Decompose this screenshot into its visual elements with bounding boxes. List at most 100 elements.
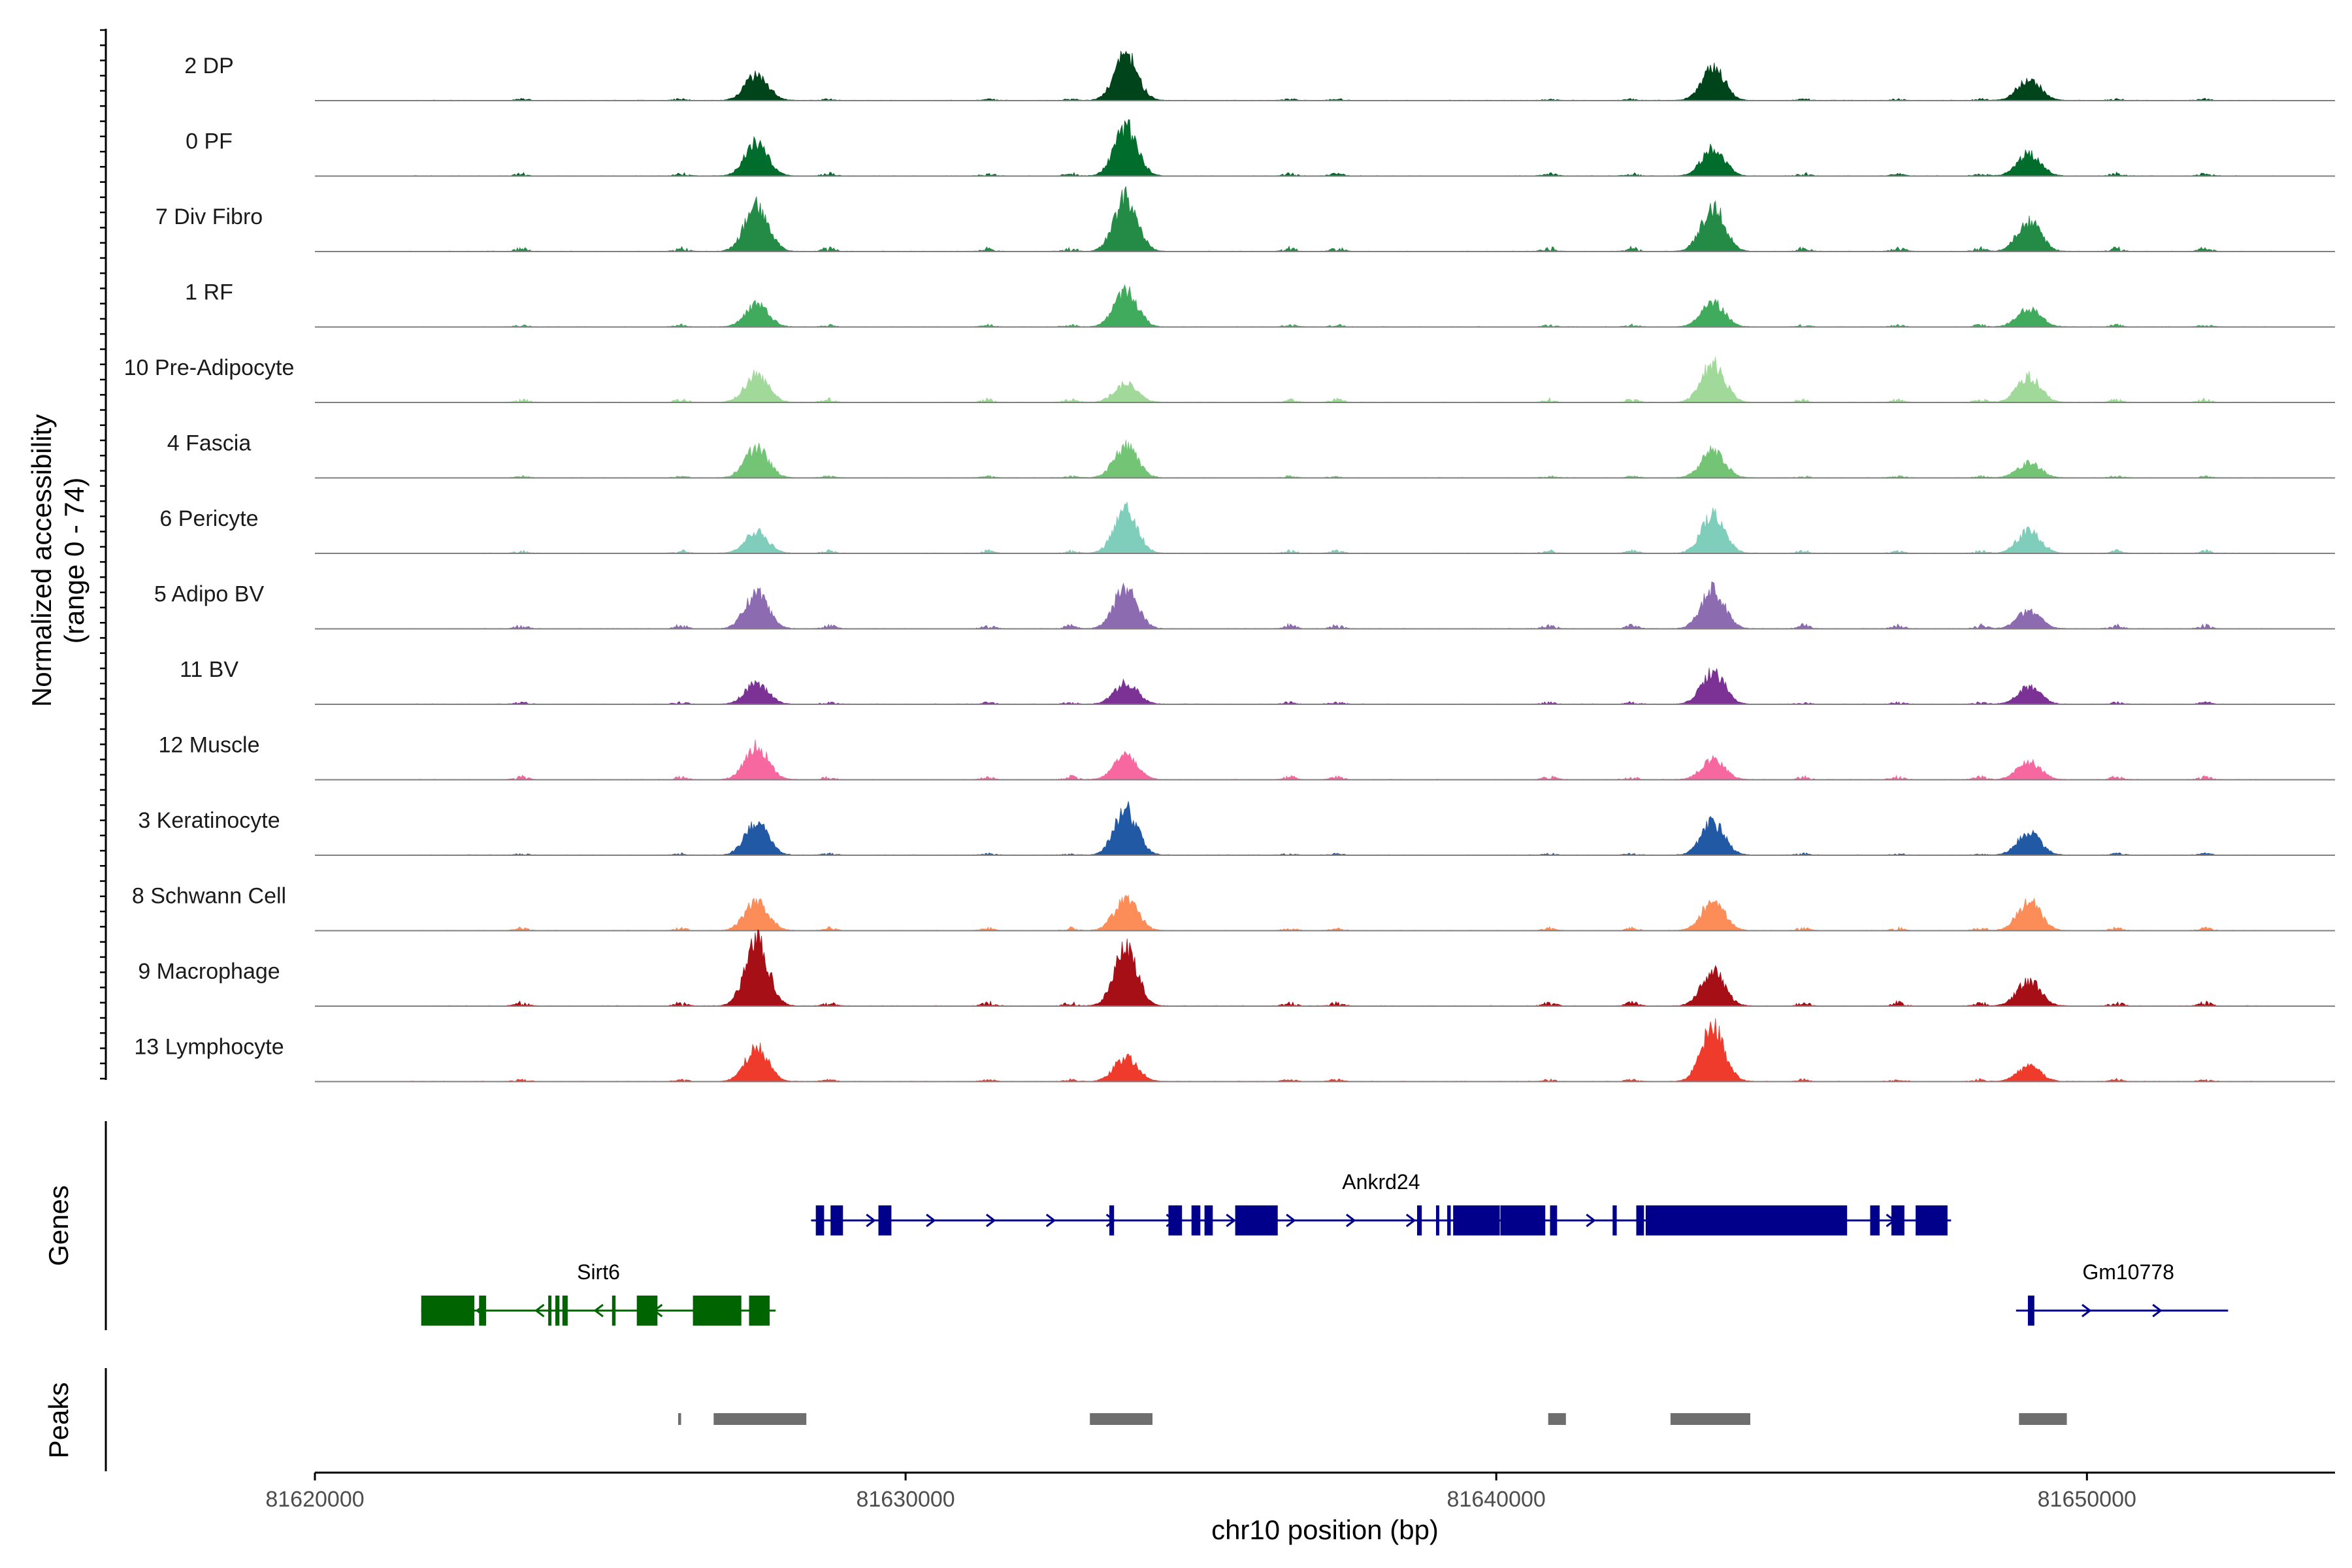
strand-arrow xyxy=(1346,1213,1356,1228)
track-5: 4 Fascia xyxy=(167,431,2335,479)
strand-arrow xyxy=(866,1213,876,1228)
x-tick-label: 81620000 xyxy=(265,1487,364,1512)
x-axis-title: chr10 position (bp) xyxy=(1211,1514,1439,1545)
track-label: 4 Fascia xyxy=(167,431,252,456)
x-axis-ticks: 81620000 81630000 81640000 81650000 xyxy=(265,1473,2136,1512)
track-label: 0 PF xyxy=(186,129,233,154)
track-10: 3 Keratinocyte xyxy=(138,801,2335,856)
gene-sirt6: Sirt6 xyxy=(421,1260,776,1326)
gene-gm10778: Gm10778 xyxy=(2016,1260,2229,1326)
peak-region xyxy=(1670,1413,1750,1425)
gene-exon xyxy=(749,1296,770,1326)
gene-exon xyxy=(562,1296,568,1326)
gene-label: Sirt6 xyxy=(577,1260,620,1284)
gene-exon xyxy=(548,1296,552,1326)
gene-label: Gm10778 xyxy=(2082,1260,2174,1284)
peaks-panel-label: Peaks xyxy=(43,1382,74,1459)
gene-exon xyxy=(1891,1205,1904,1235)
strand-arrow xyxy=(2152,1303,2163,1318)
gene-exon xyxy=(1612,1205,1617,1235)
strand-arrow xyxy=(1286,1213,1296,1228)
track-7: 5 Adipo BV xyxy=(154,581,2335,630)
track-12: 9 Macrophage xyxy=(138,929,2335,1007)
track-label: 3 Keratinocyte xyxy=(138,808,280,833)
track-label: 10 Pre-Adipocyte xyxy=(124,355,295,380)
gene-exon xyxy=(1463,1205,1500,1235)
gene-exon xyxy=(1204,1205,1213,1235)
track-label: 9 Macrophage xyxy=(138,959,280,984)
gene-exon xyxy=(1109,1205,1115,1235)
gene-exon xyxy=(878,1205,892,1235)
strand-arrow xyxy=(1105,1213,1117,1228)
track-4: 10 Pre-Adipocyte xyxy=(124,355,2335,403)
gene-exon xyxy=(830,1205,843,1235)
strand-arrow xyxy=(2082,1303,2092,1318)
gene-exon xyxy=(1417,1205,1422,1235)
peak-region xyxy=(678,1413,681,1425)
gene-exon xyxy=(421,1296,475,1326)
gene-label: Ankrd24 xyxy=(1342,1170,1420,1194)
y-axis-title-line1: Normalized accessibility xyxy=(26,414,57,707)
peak-region xyxy=(1548,1413,1566,1425)
strand-arrow xyxy=(1226,1213,1236,1228)
track-9: 12 Muscle xyxy=(159,733,2335,781)
strand-arrow xyxy=(1586,1213,1596,1228)
track-label: 1 RF xyxy=(185,280,233,305)
x-tick-label: 81640000 xyxy=(1447,1487,1546,1512)
track-label: 2 DP xyxy=(184,54,234,78)
gene-exon xyxy=(1168,1205,1183,1235)
gene-exon xyxy=(1191,1205,1201,1235)
gene-exon xyxy=(1916,1205,1948,1235)
strand-arrow xyxy=(534,1303,545,1318)
track-label: 8 Schwann Cell xyxy=(132,884,286,909)
strand-arrow xyxy=(986,1213,996,1228)
track-2: 7 Div Fibro xyxy=(155,186,2335,252)
gene-exon xyxy=(636,1296,658,1326)
gene-exon xyxy=(2027,1296,2034,1326)
strand-arrow xyxy=(1405,1213,1416,1228)
track-6: 6 Pericyte xyxy=(159,501,2335,554)
gene-exon xyxy=(693,1296,742,1326)
track-8: 11 BV xyxy=(180,657,2335,705)
track-label: 11 BV xyxy=(180,657,238,682)
gene-annotations: Ankrd24 Sirt6 Gm10778 xyxy=(421,1170,2229,1326)
gene-exon xyxy=(1550,1205,1558,1235)
track-label: 7 Div Fibro xyxy=(155,204,263,229)
y-axis-ticks xyxy=(100,29,106,1080)
track-0: 2 DP xyxy=(184,50,2335,101)
track-11: 8 Schwann Cell xyxy=(132,884,2335,932)
strand-arrow xyxy=(593,1303,604,1318)
gene-exon xyxy=(1447,1205,1451,1235)
y-axis-title-range: (range 0 - 74) xyxy=(59,478,90,644)
gene-exon xyxy=(479,1296,487,1326)
gene-ankrd24: Ankrd24 xyxy=(811,1170,1952,1235)
gene-exon xyxy=(612,1296,616,1326)
track-3: 1 RF xyxy=(185,280,2335,328)
peak-region xyxy=(713,1413,807,1425)
gene-exon xyxy=(1870,1205,1880,1235)
track-label: 6 Pericyte xyxy=(159,506,258,531)
accessibility-tracks: 2 DP 0 PF 7 Div Fibro 1 RF 10 Pre-Adipocyte 4… xyxy=(124,50,2335,1083)
gene-exon xyxy=(1500,1205,1546,1235)
track-label: 5 Adipo BV xyxy=(154,582,265,607)
gene-exon xyxy=(1453,1205,1466,1235)
track-13: 13 Lymphocyte xyxy=(134,1018,2335,1083)
peak-regions xyxy=(678,1413,2067,1425)
x-tick-label: 81650000 xyxy=(2038,1487,2136,1512)
strand-arrow xyxy=(926,1213,936,1228)
track-label: 12 Muscle xyxy=(159,733,260,758)
peak-region xyxy=(1090,1413,1152,1425)
track-1: 0 PF xyxy=(186,119,2335,177)
genes-panel-label: Genes xyxy=(43,1185,74,1266)
y-axis-title: Normalized accessibility xyxy=(26,414,57,707)
strand-arrow xyxy=(1045,1213,1056,1228)
gene-exon xyxy=(1235,1205,1278,1235)
gene-exon xyxy=(1436,1205,1439,1235)
x-tick-label: 81630000 xyxy=(856,1487,955,1512)
gene-exon xyxy=(555,1296,560,1326)
gene-exon xyxy=(1645,1205,1848,1235)
gene-exon xyxy=(815,1205,825,1235)
peak-region xyxy=(2019,1413,2067,1425)
track-label: 13 Lymphocyte xyxy=(134,1035,284,1060)
